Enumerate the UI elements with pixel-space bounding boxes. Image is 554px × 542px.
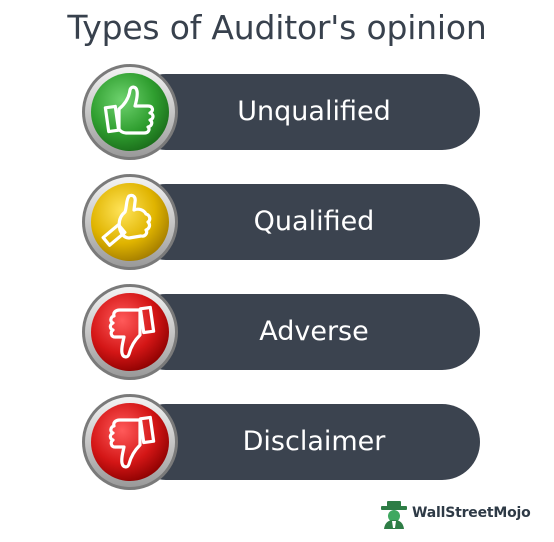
thumbs-up-icon bbox=[82, 64, 178, 160]
opinion-item-unqualified: Unqualified bbox=[80, 62, 480, 162]
opinion-bar bbox=[128, 184, 480, 260]
opinion-item-adverse: Adverse bbox=[80, 282, 480, 382]
wallstreetmojo-logo-icon bbox=[381, 501, 407, 529]
opinion-bar bbox=[128, 294, 480, 370]
opinion-item-disclaimer: Disclaimer bbox=[80, 392, 480, 492]
opinion-label: Qualified bbox=[253, 206, 375, 237]
thumbs-down-icon bbox=[82, 284, 178, 380]
opinion-label: Disclaimer bbox=[242, 426, 386, 457]
opinion-item-qualified: Qualified bbox=[80, 172, 480, 272]
brand-name: WallStreetMojo bbox=[412, 505, 531, 521]
brand-logo: WallStreetMojo bbox=[378, 498, 550, 532]
opinion-bar bbox=[128, 404, 480, 480]
thumbs-down-icon bbox=[82, 394, 178, 490]
thumbs-up-icon bbox=[82, 174, 178, 270]
opinion-label: Unqualified bbox=[237, 96, 391, 127]
opinion-bar bbox=[128, 74, 480, 150]
opinion-label: Adverse bbox=[259, 316, 369, 347]
page-title: Types of Auditor's opinion bbox=[67, 8, 487, 47]
